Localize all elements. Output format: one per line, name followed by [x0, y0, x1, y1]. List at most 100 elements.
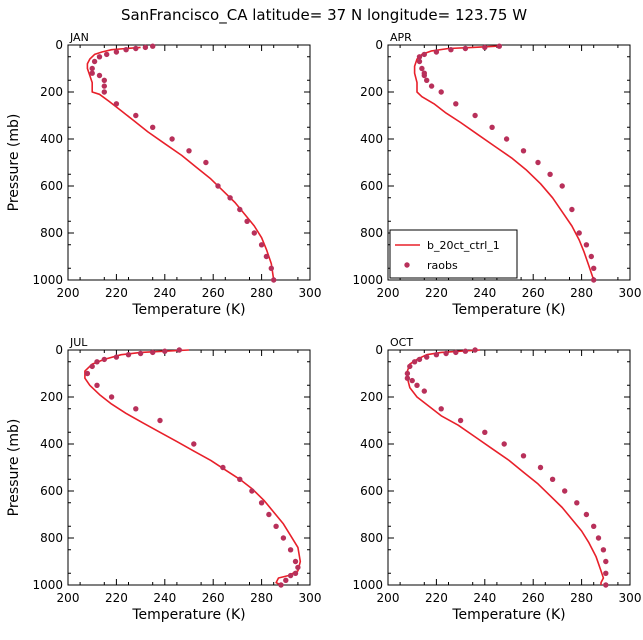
- raobs-point: [591, 277, 597, 283]
- y-tick-label: 800: [40, 531, 63, 545]
- raobs-point: [559, 183, 565, 189]
- raobs-point: [595, 535, 602, 541]
- raobs-point: [462, 348, 469, 354]
- x-tick-label: 260: [202, 591, 225, 605]
- raobs-point: [574, 500, 580, 506]
- raobs-point: [94, 382, 100, 388]
- raobs-point: [292, 570, 299, 576]
- x-tick-label: 200: [377, 286, 400, 300]
- raobs-point: [520, 148, 527, 154]
- panel-label: APR: [390, 31, 412, 44]
- raobs-point: [237, 476, 243, 482]
- raobs-point: [220, 464, 226, 471]
- raobs-point: [535, 159, 541, 166]
- raobs-point: [482, 429, 488, 435]
- raobs-point: [453, 101, 459, 107]
- raobs-point: [503, 136, 510, 142]
- y-tick-label: 1000: [352, 578, 383, 592]
- raobs-point: [576, 230, 582, 236]
- y-tick-label: 0: [375, 38, 383, 52]
- raobs-point: [91, 58, 98, 65]
- y-tick-label: 400: [40, 437, 63, 451]
- raobs-point: [457, 417, 464, 424]
- raobs-point: [150, 124, 156, 130]
- raobs-point: [591, 265, 597, 271]
- raobs-point: [562, 488, 568, 494]
- x-tick-label: 280: [250, 286, 273, 300]
- raobs-point: [404, 375, 411, 381]
- x-tick-label: 240: [153, 286, 176, 300]
- raobs-point: [549, 476, 556, 482]
- legend-point-swatch: [404, 262, 410, 268]
- x-axis-label: Temperature (K): [131, 302, 245, 318]
- y-tick-label: 200: [360, 85, 383, 99]
- model-profile-line: [84, 349, 302, 586]
- x-axis-label: Temperature (K): [451, 607, 565, 623]
- raobs-point: [101, 356, 108, 363]
- raobs-point: [482, 44, 488, 51]
- raobs-point: [137, 350, 144, 357]
- legend-model-label: b_20ct_ctrl_1: [427, 239, 500, 252]
- raobs-point: [603, 570, 609, 576]
- x-axis-label: Temperature (K): [451, 302, 565, 318]
- y-axis-label: Pressure (mb): [6, 114, 22, 212]
- x-tick-label: 240: [473, 286, 496, 300]
- y-tick-label: 200: [40, 390, 63, 404]
- raobs-point: [428, 83, 435, 89]
- raobs-point: [169, 136, 175, 142]
- y-tick-label: 200: [40, 85, 63, 99]
- x-tick-label: 280: [570, 591, 593, 605]
- raobs-point: [591, 523, 597, 529]
- raobs-point: [472, 347, 478, 353]
- raobs-point: [268, 265, 274, 271]
- raobs-point: [280, 535, 287, 541]
- x-tick-label: 260: [202, 286, 225, 300]
- raobs-point: [409, 377, 415, 384]
- raobs-point: [203, 159, 209, 166]
- raobs-point: [453, 349, 459, 356]
- raobs-point: [411, 359, 418, 365]
- raobs-point: [244, 218, 250, 224]
- panel-label: OCT: [390, 336, 413, 349]
- panel-jul: 200 220 240 260 280 300 0 200 400 600 800 1000 Tempe…: [6, 336, 321, 623]
- raobs-point: [251, 230, 257, 236]
- raobs-point: [142, 44, 149, 51]
- raobs-point: [101, 89, 108, 95]
- raobs-point: [433, 352, 440, 358]
- raobs-point: [583, 242, 590, 248]
- legend-box: [389, 229, 518, 279]
- raobs-point: [94, 359, 100, 365]
- y-tick-label: 400: [360, 132, 383, 146]
- x-tick-label: 220: [425, 591, 448, 605]
- raobs-point: [150, 349, 156, 356]
- raobs-point: [84, 370, 91, 377]
- raobs-point: [258, 242, 265, 248]
- plot-frame: [67, 349, 311, 586]
- x-tick-label: 220: [105, 286, 128, 300]
- raobs-point: [273, 523, 279, 529]
- y-tick-label: 1000: [32, 273, 63, 287]
- raobs-point: [133, 112, 139, 119]
- x-tick-label: 240: [473, 591, 496, 605]
- y-tick-label: 600: [40, 179, 63, 193]
- x-tick-label: 220: [105, 591, 128, 605]
- y-tick-label: 800: [360, 226, 383, 240]
- x-tick-label: 300: [619, 591, 642, 605]
- raobs-point: [424, 354, 430, 360]
- raobs-point: [443, 350, 449, 357]
- raobs-point: [583, 511, 590, 518]
- raobs-point: [133, 406, 139, 412]
- plot-frame: [387, 349, 631, 586]
- raobs-point: [258, 500, 265, 506]
- y-tick-label: 600: [40, 484, 63, 498]
- raobs-point: [472, 112, 478, 119]
- raobs-point: [295, 564, 301, 571]
- raobs-point: [462, 45, 469, 52]
- legend-obs-label: raobs: [427, 259, 458, 272]
- raobs-point: [249, 488, 255, 494]
- x-tick-label: 280: [250, 591, 273, 605]
- raobs-point: [421, 388, 427, 394]
- raobs-point: [600, 547, 607, 553]
- raobs-point: [227, 195, 233, 201]
- raobs-point: [588, 253, 594, 260]
